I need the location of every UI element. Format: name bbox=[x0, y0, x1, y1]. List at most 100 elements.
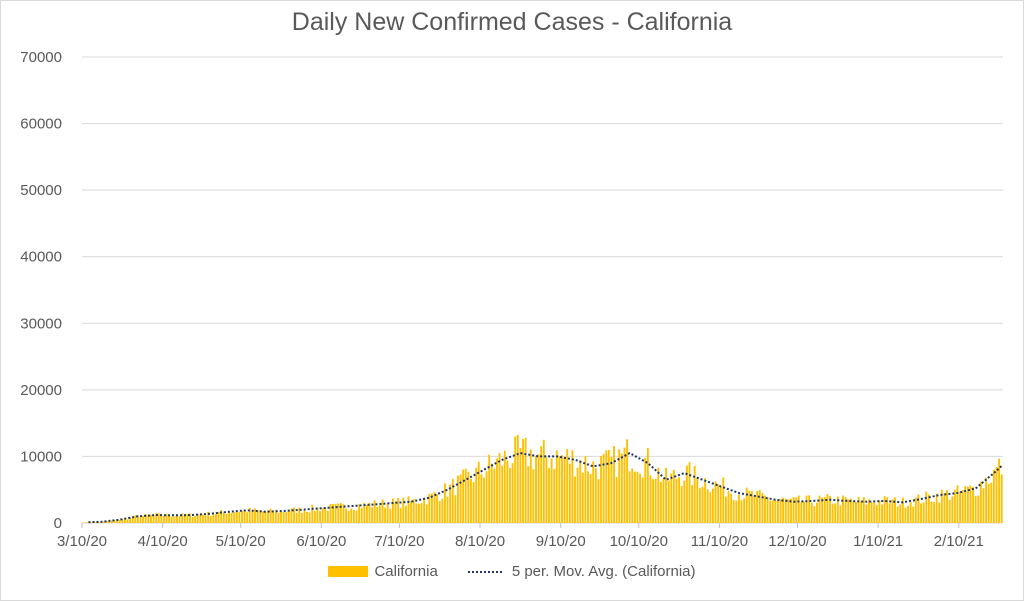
bar bbox=[646, 448, 649, 523]
bar bbox=[254, 508, 256, 523]
bar bbox=[90, 522, 93, 523]
bar bbox=[800, 502, 803, 523]
bar bbox=[886, 497, 889, 523]
bar bbox=[191, 516, 194, 523]
bar bbox=[147, 514, 150, 523]
bar bbox=[511, 463, 514, 523]
bar bbox=[943, 493, 946, 523]
y-tick-label: 60000 bbox=[20, 116, 62, 133]
bar bbox=[831, 503, 834, 523]
bar bbox=[529, 449, 532, 523]
bar bbox=[316, 507, 319, 523]
bar bbox=[787, 499, 790, 523]
bar bbox=[477, 461, 480, 523]
bar bbox=[332, 504, 335, 523]
bar bbox=[959, 491, 962, 523]
bar bbox=[753, 496, 756, 523]
bar bbox=[246, 512, 249, 523]
bar bbox=[769, 500, 772, 523]
bar bbox=[881, 504, 883, 523]
bar bbox=[920, 503, 922, 523]
bar bbox=[412, 498, 415, 523]
bar bbox=[581, 472, 584, 523]
bar bbox=[722, 477, 725, 523]
bar bbox=[157, 513, 160, 523]
bar bbox=[142, 515, 145, 523]
bar bbox=[816, 502, 818, 523]
bar bbox=[847, 499, 850, 523]
bar bbox=[371, 507, 374, 523]
bar bbox=[334, 503, 337, 523]
bar bbox=[868, 499, 870, 523]
bar bbox=[925, 491, 928, 523]
bar bbox=[691, 485, 694, 523]
bar bbox=[737, 494, 740, 523]
bar bbox=[670, 473, 673, 523]
bar bbox=[272, 512, 275, 523]
bar bbox=[113, 519, 116, 523]
bar bbox=[84, 522, 87, 523]
bar bbox=[269, 508, 272, 523]
bar bbox=[152, 514, 155, 523]
bar bbox=[425, 504, 428, 523]
bar bbox=[826, 493, 829, 523]
bar bbox=[358, 504, 361, 523]
bar bbox=[875, 505, 878, 523]
bar bbox=[894, 497, 896, 523]
bar bbox=[852, 500, 855, 523]
bar bbox=[548, 468, 550, 523]
bar bbox=[173, 516, 176, 523]
bar bbox=[938, 502, 941, 523]
x-tick-label: 10/10/20 bbox=[610, 533, 668, 550]
bar bbox=[446, 496, 449, 523]
bar bbox=[987, 483, 990, 523]
bar bbox=[745, 487, 748, 523]
bar bbox=[654, 479, 657, 523]
legend-label-moving-average: 5 per. Mov. Avg. (California) bbox=[511, 563, 696, 580]
bar bbox=[170, 516, 173, 523]
bar bbox=[230, 512, 233, 523]
bar bbox=[248, 507, 251, 523]
bar bbox=[225, 514, 228, 523]
bar bbox=[592, 461, 595, 523]
bar bbox=[540, 446, 543, 523]
bar bbox=[183, 514, 186, 523]
y-tick-label: 20000 bbox=[20, 382, 62, 399]
bar bbox=[805, 495, 808, 523]
bar bbox=[378, 505, 381, 523]
bar bbox=[280, 510, 282, 523]
bar bbox=[652, 479, 655, 523]
bar bbox=[287, 511, 290, 523]
bar bbox=[251, 511, 254, 523]
legend-item-moving-average: 5 per. Mov. Avg. (California) bbox=[466, 563, 696, 580]
bar bbox=[451, 478, 454, 523]
bar bbox=[839, 505, 842, 523]
bar bbox=[803, 501, 805, 523]
bar bbox=[168, 515, 171, 523]
bar bbox=[732, 499, 735, 523]
bar bbox=[394, 501, 397, 523]
bar bbox=[940, 489, 943, 523]
bar bbox=[693, 465, 696, 523]
x-tick-label: 5/10/20 bbox=[216, 533, 266, 550]
bar bbox=[901, 497, 904, 523]
bar bbox=[792, 497, 795, 523]
bar bbox=[589, 473, 592, 523]
bar bbox=[995, 466, 998, 523]
bar bbox=[665, 467, 668, 523]
bar bbox=[501, 465, 504, 523]
bar bbox=[493, 468, 496, 523]
moving-average-series bbox=[88, 451, 1003, 524]
bar bbox=[904, 507, 907, 523]
bar bbox=[667, 480, 670, 523]
bar bbox=[823, 497, 826, 523]
y-tick-label: 50000 bbox=[20, 182, 62, 199]
bar bbox=[795, 497, 798, 523]
x-tick-label: 3/10/20 bbox=[57, 533, 107, 550]
bar bbox=[360, 507, 363, 523]
bar bbox=[399, 507, 402, 523]
bar bbox=[678, 477, 681, 523]
bar bbox=[615, 476, 618, 523]
y-axis-ticks: 0 10000 20000 30000 40000 50000 60000 70000 bbox=[20, 49, 62, 532]
